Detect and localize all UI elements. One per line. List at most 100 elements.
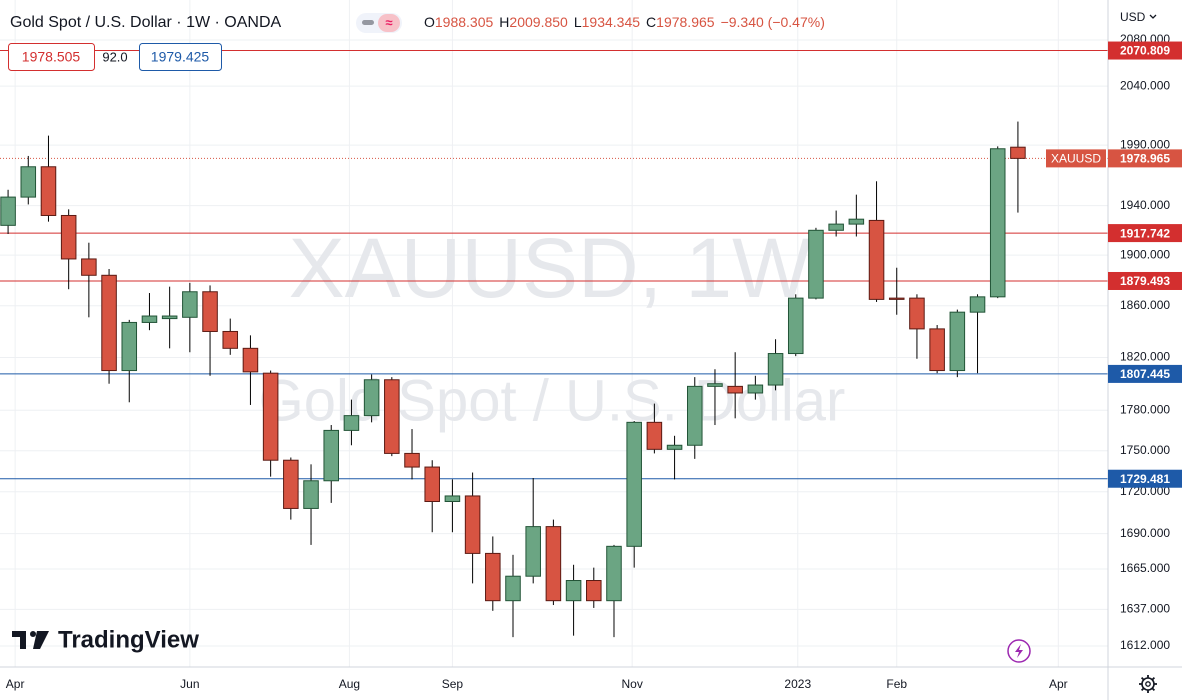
- candle-body: [40, 166, 57, 216]
- settings-icon-teeth: [1139, 675, 1157, 693]
- candle-body: [626, 421, 642, 547]
- level-tag: [1108, 364, 1182, 383]
- x-tick-label: Sep: [442, 677, 464, 691]
- candle-body: [81, 258, 97, 276]
- y-tick-label: 1940.000: [1120, 198, 1170, 212]
- x-tick-label: Apr: [1049, 677, 1068, 691]
- price-change: −9.340 (−0.47%): [721, 14, 825, 30]
- candle-body: [343, 415, 360, 431]
- x-tick-label: Apr: [6, 677, 25, 691]
- candle-body: [868, 219, 885, 300]
- candle-body: [182, 291, 198, 318]
- level-tag: [1108, 271, 1182, 290]
- logo-text: TradingView: [58, 626, 199, 653]
- settings-icon[interactable]: [1139, 675, 1157, 693]
- candle-body: [929, 328, 945, 372]
- logo: TradingView: [12, 626, 199, 653]
- ohlc-value: 1988.305: [435, 14, 494, 30]
- currency[interactable]: USD: [1120, 10, 1146, 24]
- ohlc-key: O: [424, 14, 435, 30]
- ohlc: O1988.305 H2009.850 L1934.345 C1978.965 −9.3…: [424, 14, 825, 30]
- levels: [0, 50, 1108, 480]
- y-tick-label: 1750.000: [1120, 443, 1170, 457]
- y-tick-label: 1665.000: [1120, 561, 1170, 575]
- candle-body: [323, 429, 339, 482]
- candle-body: [222, 330, 239, 349]
- candle-body: [404, 452, 420, 468]
- last-price-label: 1978.965: [1120, 152, 1170, 166]
- ohlc-key: L: [574, 14, 582, 30]
- level-tag: [1108, 469, 1182, 488]
- candle-body: [384, 379, 400, 454]
- candle-body: [424, 466, 440, 502]
- candle-body: [485, 552, 501, 602]
- y-tick-label: 1690.000: [1120, 526, 1170, 540]
- candle-body: [747, 384, 764, 394]
- candle-body: [767, 353, 784, 386]
- y-tick-label: 1900.000: [1120, 247, 1170, 261]
- x-tick-label: Nov: [621, 677, 642, 691]
- candle-body: [283, 459, 299, 509]
- candle-body: [949, 311, 966, 372]
- candle-body: [303, 480, 319, 509]
- y-tick-label: 1637.000: [1120, 602, 1170, 616]
- candle-body: [787, 297, 804, 355]
- alert-icon-bolt: [1015, 644, 1023, 658]
- symbol-tag-label: XAUUSD: [1051, 152, 1101, 166]
- level-label: 1807.445: [1120, 367, 1170, 381]
- level-label: 1879.493: [1120, 274, 1170, 288]
- level-tag: [1108, 41, 1182, 60]
- logo-mark: [12, 631, 26, 649]
- x-tick-label: Feb: [886, 677, 907, 691]
- candle-body: [565, 580, 582, 602]
- candle-body: [687, 385, 703, 446]
- candle-body: [262, 372, 279, 461]
- ohlc-value: 1978.965: [656, 14, 715, 30]
- candle-body: [161, 315, 178, 320]
- candle-body: [505, 575, 521, 602]
- y-tick-label: 1820.000: [1120, 350, 1170, 364]
- candle-body: [606, 545, 622, 602]
- ohlc-key: C: [646, 14, 656, 30]
- symbol-title: Gold Spot / U.S. Dollar · 1W · OANDA: [10, 14, 282, 31]
- candle-body: [363, 379, 380, 417]
- candle-body: [242, 347, 259, 373]
- status-icon: ≈: [385, 15, 392, 30]
- candle-body: [464, 495, 481, 554]
- candle-body: [1010, 146, 1026, 159]
- y-tick-label: 1612.000: [1120, 638, 1170, 652]
- ohlc-value: 1934.345: [582, 14, 641, 30]
- level-label: 1729.481: [1120, 472, 1170, 486]
- candle-body: [808, 229, 824, 299]
- ohlc-key: H: [499, 14, 509, 30]
- candle-body: [707, 383, 723, 387]
- candle-body: [202, 291, 218, 332]
- logo-mark: [33, 631, 49, 649]
- ask: 1979.425: [151, 49, 210, 65]
- candle-body: [545, 526, 562, 602]
- candle-body: [646, 421, 663, 450]
- ohlc-value: 2009.850: [509, 14, 568, 30]
- bid-box[interactable]: [8, 43, 95, 71]
- status-icon: [362, 20, 374, 25]
- candle-body: [848, 218, 865, 225]
- x-tick-label: Aug: [339, 677, 360, 691]
- currency-chevron: [1149, 14, 1157, 19]
- candle-body: [444, 495, 461, 502]
- candle-body: [888, 297, 905, 300]
- logo-mark: [30, 631, 36, 637]
- level-tag: [1108, 224, 1182, 243]
- bid: 1978.505: [22, 49, 81, 65]
- candle-body: [969, 296, 986, 313]
- candle-body: [141, 315, 158, 323]
- candle-body: [101, 274, 117, 372]
- candles: [0, 121, 1026, 638]
- candle-body: [666, 444, 683, 450]
- candle-body: [828, 223, 844, 231]
- candle-body: [727, 385, 743, 394]
- status-icon: [378, 14, 400, 32]
- y-tick-label: 1860.000: [1120, 298, 1170, 312]
- y-tick-label: 1780.000: [1120, 402, 1170, 416]
- ask-box[interactable]: [139, 43, 222, 71]
